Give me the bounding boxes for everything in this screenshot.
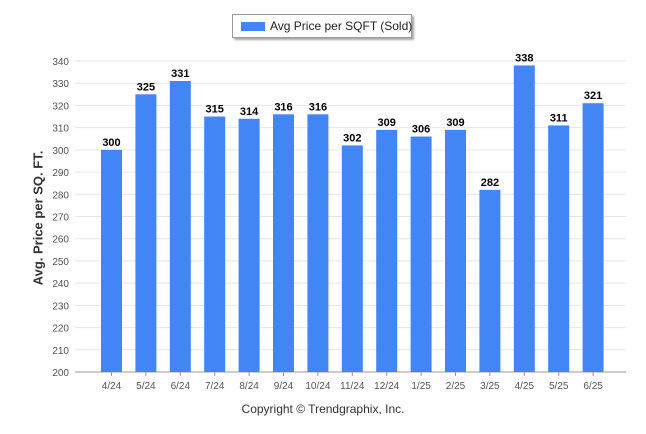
x-tick-label: 11/24 [340, 381, 365, 392]
y-tick-label: 280 [52, 190, 69, 201]
y-tick-label: 310 [52, 124, 69, 135]
x-tick-label: 10/24 [305, 381, 330, 392]
data-label: 316 [309, 101, 327, 113]
x-tick-label: 4/25 [515, 381, 535, 392]
x-tick-label: 6/24 [171, 381, 191, 392]
data-label: 300 [102, 137, 120, 149]
y-tick-label: 230 [52, 301, 69, 312]
data-label: 311 [550, 112, 568, 124]
x-tick-label: 2/25 [446, 381, 466, 392]
data-label: 315 [206, 104, 224, 116]
bar [341, 145, 363, 372]
bar [101, 149, 122, 372]
bar [376, 129, 398, 372]
y-tick-label: 270 [52, 213, 69, 224]
y-axis-title: Avg. Price per SQ. FT. [30, 150, 46, 286]
data-label: 316 [274, 101, 292, 113]
y-tick-label: 260 [52, 235, 69, 246]
y-tick-label: 250 [52, 257, 69, 268]
x-tick-label: 1/25 [411, 381, 431, 392]
legend-label: Avg Price per SQFT (Sold) [270, 19, 413, 33]
bar [479, 189, 501, 372]
bar [410, 136, 432, 372]
bar [445, 129, 466, 372]
y-tick-label: 290 [52, 168, 69, 179]
data-label: 325 [137, 81, 155, 93]
data-label: 282 [481, 177, 499, 189]
y-tick-label: 220 [52, 324, 69, 335]
y-tick-label: 210 [52, 346, 69, 357]
data-label: 302 [343, 132, 361, 144]
y-tick-label: 240 [52, 279, 69, 290]
y-tick-label: 320 [52, 101, 69, 112]
x-tick-label: 7/24 [205, 381, 225, 392]
y-tick-label: 340 [52, 57, 69, 68]
x-tick-label: 9/24 [274, 381, 294, 392]
y-tick-label: 200 [52, 368, 69, 379]
bar [307, 114, 329, 373]
data-label: 338 [515, 52, 533, 64]
x-tick-label: 12/24 [374, 381, 399, 392]
bar [238, 118, 260, 372]
x-tick-label: 5/24 [136, 381, 156, 392]
data-label: 309 [446, 117, 464, 129]
bar [135, 94, 157, 373]
legend-swatch [241, 22, 265, 31]
x-tick-label: 8/24 [239, 381, 259, 392]
data-label: 321 [584, 90, 602, 102]
x-tick-label: 4/24 [102, 381, 122, 392]
bar [513, 65, 535, 372]
x-tick-label: 6/25 [583, 381, 603, 392]
legend: Avg Price per SQFT (Sold) [232, 14, 412, 38]
data-label: 306 [412, 124, 430, 136]
data-label: 309 [378, 117, 396, 129]
x-tick-label: 5/25 [549, 381, 569, 392]
bar [548, 125, 570, 373]
y-tick-label: 300 [52, 146, 69, 157]
x-tick-label: 3/25 [480, 381, 500, 392]
bar [273, 114, 294, 373]
y-tick-label: 330 [52, 79, 69, 90]
bar [204, 116, 226, 373]
bar [582, 103, 604, 372]
copyright-text: Copyright © Trendgraphix, Inc. [241, 402, 405, 416]
data-label: 331 [171, 68, 189, 80]
bar [169, 80, 191, 372]
data-label: 314 [240, 106, 259, 118]
